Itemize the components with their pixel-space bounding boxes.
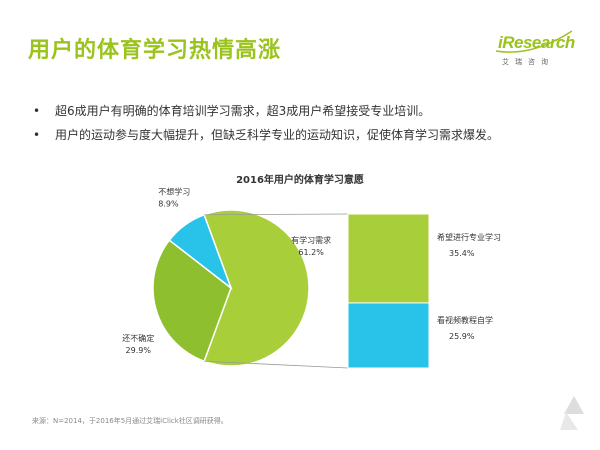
bar-label-pro: 希望进行专业学习 xyxy=(437,232,501,242)
slice-label-no: 不想学习 xyxy=(158,187,190,197)
logo-wordmark: iResearch xyxy=(498,33,575,52)
slice-value-no: 8.9% xyxy=(158,200,179,209)
logo-swoosh-icon xyxy=(495,30,573,53)
bar-segment-pro xyxy=(347,213,430,304)
bar-segment-video xyxy=(347,302,430,369)
slice-label-want: 有学习需求 xyxy=(291,235,331,245)
iresearch-logo: iResearch 艾瑞咨询 xyxy=(492,27,576,71)
page-title: 用户的体育学习热情高涨 xyxy=(28,38,282,63)
bar-value-video: 25.9% xyxy=(449,332,475,341)
slice-label-unsure: 还不确定 xyxy=(122,333,154,343)
slice-value-unsure: 29.9% xyxy=(126,346,152,355)
bullet-item: • 超6成用户有明确的体育培训学习需求，超3成用户希望接受专业培训。 xyxy=(33,104,573,118)
breakdown-connectors xyxy=(204,213,349,369)
chart-title: 2016年用户的体育学习意愿 xyxy=(236,173,364,186)
bar-value-pro: 35.4% xyxy=(449,249,475,258)
bullet-list: • 超6成用户有明确的体育培训学习需求，超3成用户希望接受专业培训。 • 用户的… xyxy=(33,104,573,152)
bar-label-video: 看视频教程自学 xyxy=(437,315,493,325)
bullet-text: 用户的运动参与度大幅提升，但缺乏科学专业的运动知识，促使体育学习需求爆发。 xyxy=(55,128,500,142)
bullet-text: 超6成用户有明确的体育培训学习需求，超3成用户希望接受专业培训。 xyxy=(55,104,431,118)
connector-line-top xyxy=(204,213,349,216)
bullet-dot-icon: • xyxy=(33,104,41,118)
breakdown-bar xyxy=(347,213,430,369)
pie-slice-want xyxy=(203,209,310,367)
pie-chart xyxy=(152,209,310,367)
bullet-dot-icon: • xyxy=(33,128,41,142)
connector-line-bottom xyxy=(204,360,349,369)
source-note: 来源：N=2014，于2016年5月通过艾瑞iClick社区调研获得。 xyxy=(32,417,228,425)
logo-subtitle: 艾瑞咨询 xyxy=(502,58,554,66)
slice-value-want: 61.2% xyxy=(298,248,324,257)
corner-decoration-icon xyxy=(560,396,584,430)
pie-slice-no xyxy=(168,213,233,291)
bullet-item: • 用户的运动参与度大幅提升，但缺乏科学专业的运动知识，促使体育学习需求爆发。 xyxy=(33,128,573,142)
chart-labels: 有学习需求 61.2% 还不确定 29.9% 不想学习 8.9% 希望进行专业学习 35.4%… xyxy=(122,187,501,356)
pie-slice-unsure xyxy=(152,239,232,363)
